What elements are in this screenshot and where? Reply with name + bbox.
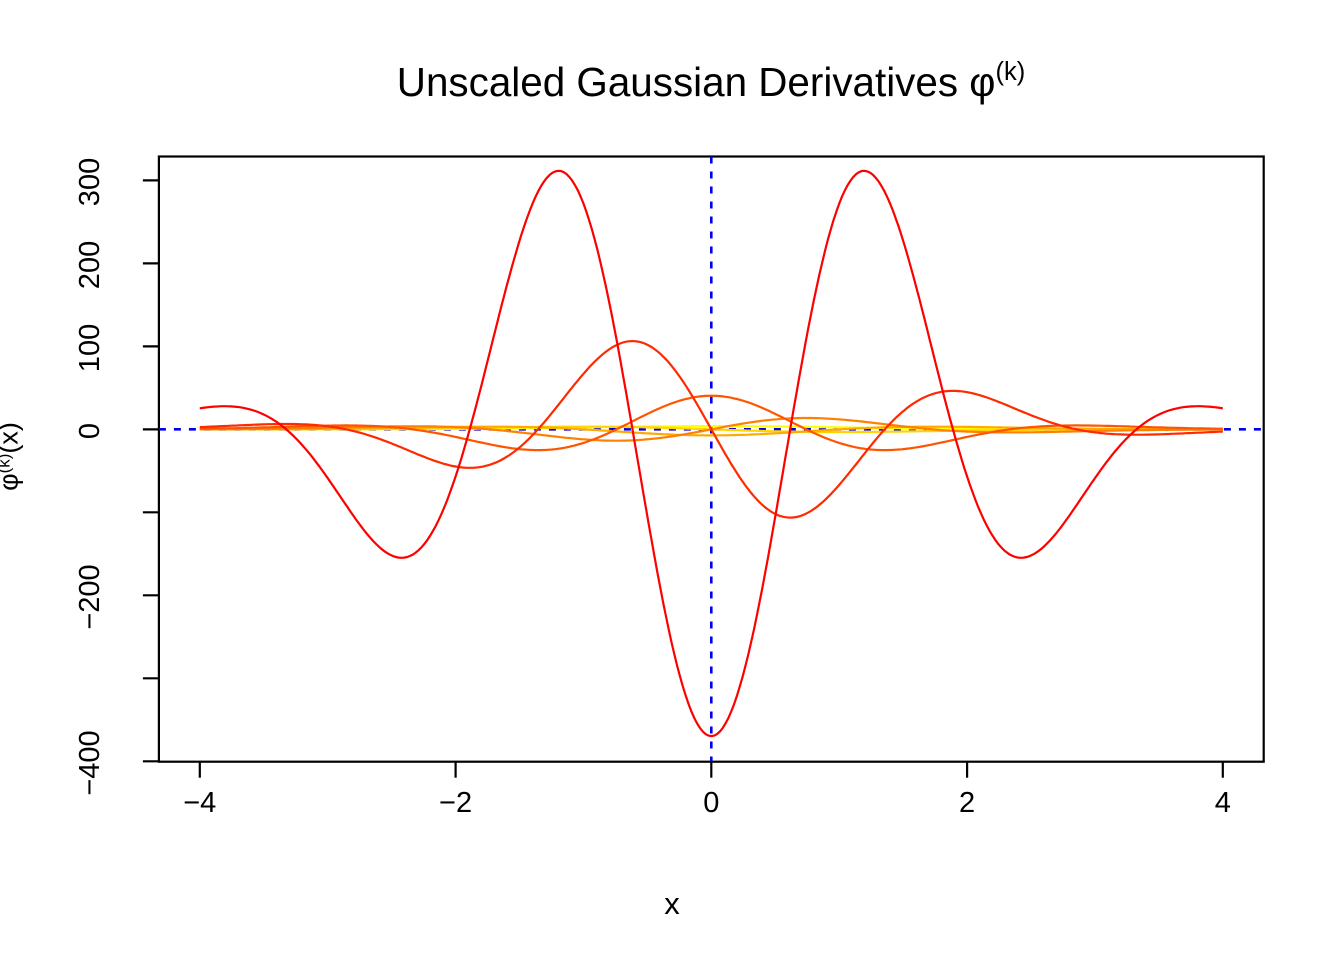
svg-text:0: 0: [74, 423, 106, 439]
svg-text:100: 100: [74, 324, 106, 372]
svg-text:200: 200: [74, 241, 106, 289]
svg-text:4: 4: [1215, 787, 1231, 819]
svg-text:−400: −400: [74, 730, 106, 795]
svg-text:−4: −4: [183, 787, 216, 819]
svg-text:−200: −200: [74, 564, 106, 629]
svg-text:0: 0: [703, 787, 719, 819]
svg-text:2: 2: [959, 787, 975, 819]
svg-text:300: 300: [74, 158, 106, 206]
svg-text:−2: −2: [439, 787, 472, 819]
